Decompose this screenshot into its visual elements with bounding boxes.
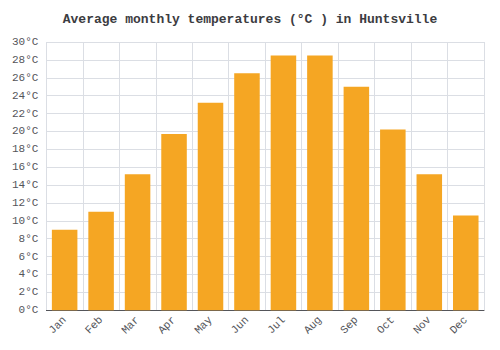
svg-text:Oct: Oct — [375, 314, 397, 336]
svg-text:Nov: Nov — [411, 314, 434, 337]
svg-text:0°C: 0°C — [19, 304, 39, 316]
svg-text:May: May — [192, 314, 215, 337]
svg-text:Jun: Jun — [229, 314, 251, 336]
svg-text:8°C: 8°C — [19, 233, 39, 245]
svg-text:Aug: Aug — [302, 314, 324, 336]
svg-text:14°C: 14°C — [12, 179, 39, 191]
svg-text:28°C: 28°C — [12, 54, 39, 66]
svg-text:10°C: 10°C — [12, 215, 39, 227]
svg-text:2°C: 2°C — [19, 286, 39, 298]
svg-text:Average monthly temperatures (: Average monthly temperatures (°C ) in Hu… — [63, 12, 438, 27]
svg-text:20°C: 20°C — [12, 125, 39, 137]
svg-text:6°C: 6°C — [19, 251, 39, 263]
svg-text:16°C: 16°C — [12, 161, 39, 173]
svg-text:12°C: 12°C — [12, 197, 39, 209]
svg-text:18°C: 18°C — [12, 143, 39, 155]
svg-text:Jul: Jul — [265, 314, 287, 336]
svg-text:30°C: 30°C — [12, 36, 39, 48]
svg-text:Sep: Sep — [338, 314, 360, 336]
svg-text:24°C: 24°C — [12, 90, 39, 102]
svg-text:22°C: 22°C — [12, 108, 39, 120]
svg-text:Jan: Jan — [46, 314, 68, 336]
svg-text:Apr: Apr — [156, 314, 178, 336]
svg-text:Feb: Feb — [83, 314, 105, 336]
svg-text:4°C: 4°C — [19, 268, 39, 280]
svg-text:Dec: Dec — [448, 314, 470, 336]
svg-text:26°C: 26°C — [12, 72, 39, 84]
svg-text:Mar: Mar — [119, 314, 141, 336]
